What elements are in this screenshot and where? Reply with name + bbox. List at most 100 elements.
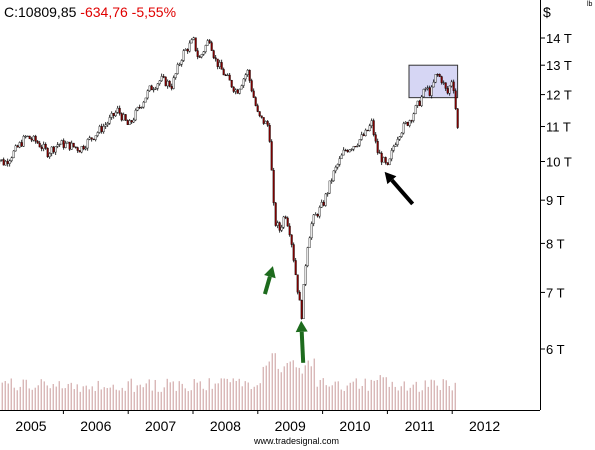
candle-body xyxy=(106,123,109,126)
x-tick-label: 2009 xyxy=(275,418,306,434)
x-tick-label: 2012 xyxy=(469,418,500,434)
green-arrow-head xyxy=(295,320,308,333)
candle-body xyxy=(0,159,1,162)
candle-body xyxy=(194,37,197,51)
candle-body xyxy=(442,82,445,84)
candle-body xyxy=(46,148,49,158)
candle-body xyxy=(24,136,27,138)
candle-body xyxy=(424,88,427,90)
candle-body xyxy=(388,158,391,165)
candle-body xyxy=(2,159,5,166)
candle-body xyxy=(82,145,85,150)
candle-body xyxy=(178,64,181,66)
candle-body xyxy=(318,207,321,217)
candle-body xyxy=(374,134,377,142)
candle-body xyxy=(228,74,231,81)
corner-mark: lb xyxy=(587,1,593,8)
candle-body xyxy=(390,150,393,160)
candle-body xyxy=(290,234,293,245)
green-arrow xyxy=(299,331,306,363)
candle-body xyxy=(182,50,185,61)
candle-body xyxy=(86,139,89,149)
candle-body xyxy=(306,247,309,267)
candle-body xyxy=(302,284,305,319)
candle-body xyxy=(22,136,25,147)
candle-body xyxy=(322,201,325,206)
black-arrow xyxy=(390,178,415,206)
x-tick-label: 2008 xyxy=(210,418,241,434)
candle-body xyxy=(386,162,389,165)
candle-body xyxy=(418,100,421,106)
y-tick-label: 8 T xyxy=(546,236,565,251)
candle-body xyxy=(134,109,137,121)
candle-body xyxy=(336,164,339,168)
candle-body xyxy=(286,217,289,227)
candle-body xyxy=(354,146,357,148)
black-arrow-head xyxy=(384,171,397,185)
candle-body xyxy=(376,141,379,153)
candle-body xyxy=(100,126,103,132)
candle-body xyxy=(108,117,111,124)
candle-body xyxy=(326,192,329,195)
candle-body xyxy=(62,140,65,148)
candle-body xyxy=(432,81,435,88)
candle-body xyxy=(430,86,433,96)
candle-body xyxy=(232,86,235,92)
candle-body xyxy=(292,244,295,261)
candle-body xyxy=(448,85,451,94)
candle-body xyxy=(200,54,203,58)
candle-body xyxy=(400,132,403,137)
candle-body xyxy=(150,85,153,91)
candle-body xyxy=(426,87,429,89)
candle-body xyxy=(216,58,219,67)
candle-body xyxy=(212,50,215,58)
candle-body xyxy=(268,125,271,142)
arrows xyxy=(262,171,415,363)
candle-body xyxy=(110,112,113,118)
candle-body xyxy=(282,216,285,228)
candle-body xyxy=(160,76,163,82)
candle-body xyxy=(184,49,187,51)
change-percent: -5,55% xyxy=(131,4,177,20)
candle-body xyxy=(260,115,263,118)
candle-body xyxy=(274,202,277,226)
candle-body xyxy=(56,144,59,147)
candle-body xyxy=(162,76,165,78)
candle-body xyxy=(198,56,201,58)
candle-body xyxy=(64,143,67,148)
candle-body xyxy=(454,90,457,110)
candle-body xyxy=(136,107,139,111)
candle-body xyxy=(172,77,175,89)
candle-body xyxy=(356,145,359,147)
candle-body xyxy=(378,152,381,154)
candle-body xyxy=(176,64,179,74)
candle-body xyxy=(370,120,373,126)
y-tick-label: 6 T xyxy=(546,342,565,357)
candle-body xyxy=(144,97,147,103)
candle-body xyxy=(280,226,283,231)
candle-body xyxy=(288,225,291,236)
candle-body xyxy=(138,107,141,109)
candle-body xyxy=(272,170,275,204)
candle-body xyxy=(146,90,149,99)
source-credit: www.tradesignal.com xyxy=(254,436,340,446)
candle-body xyxy=(332,170,335,182)
candle-body xyxy=(328,180,331,194)
candle-body xyxy=(130,120,133,123)
candle-body xyxy=(234,89,237,92)
candle-body xyxy=(320,201,323,208)
candle-body xyxy=(122,114,125,121)
candle-body xyxy=(166,80,169,87)
candle-body xyxy=(66,141,69,144)
candle-body xyxy=(76,147,79,151)
y-tick-label: 12 T xyxy=(546,88,572,103)
candle-body xyxy=(128,120,131,125)
x-tick-label: 2011 xyxy=(405,418,435,434)
candle-body xyxy=(252,90,255,98)
candle-body xyxy=(44,144,47,149)
candle-body xyxy=(120,113,123,121)
candle-body xyxy=(32,135,35,141)
candle-body xyxy=(4,161,7,166)
candle-body xyxy=(452,81,455,91)
x-tick-label: 2006 xyxy=(80,418,111,434)
